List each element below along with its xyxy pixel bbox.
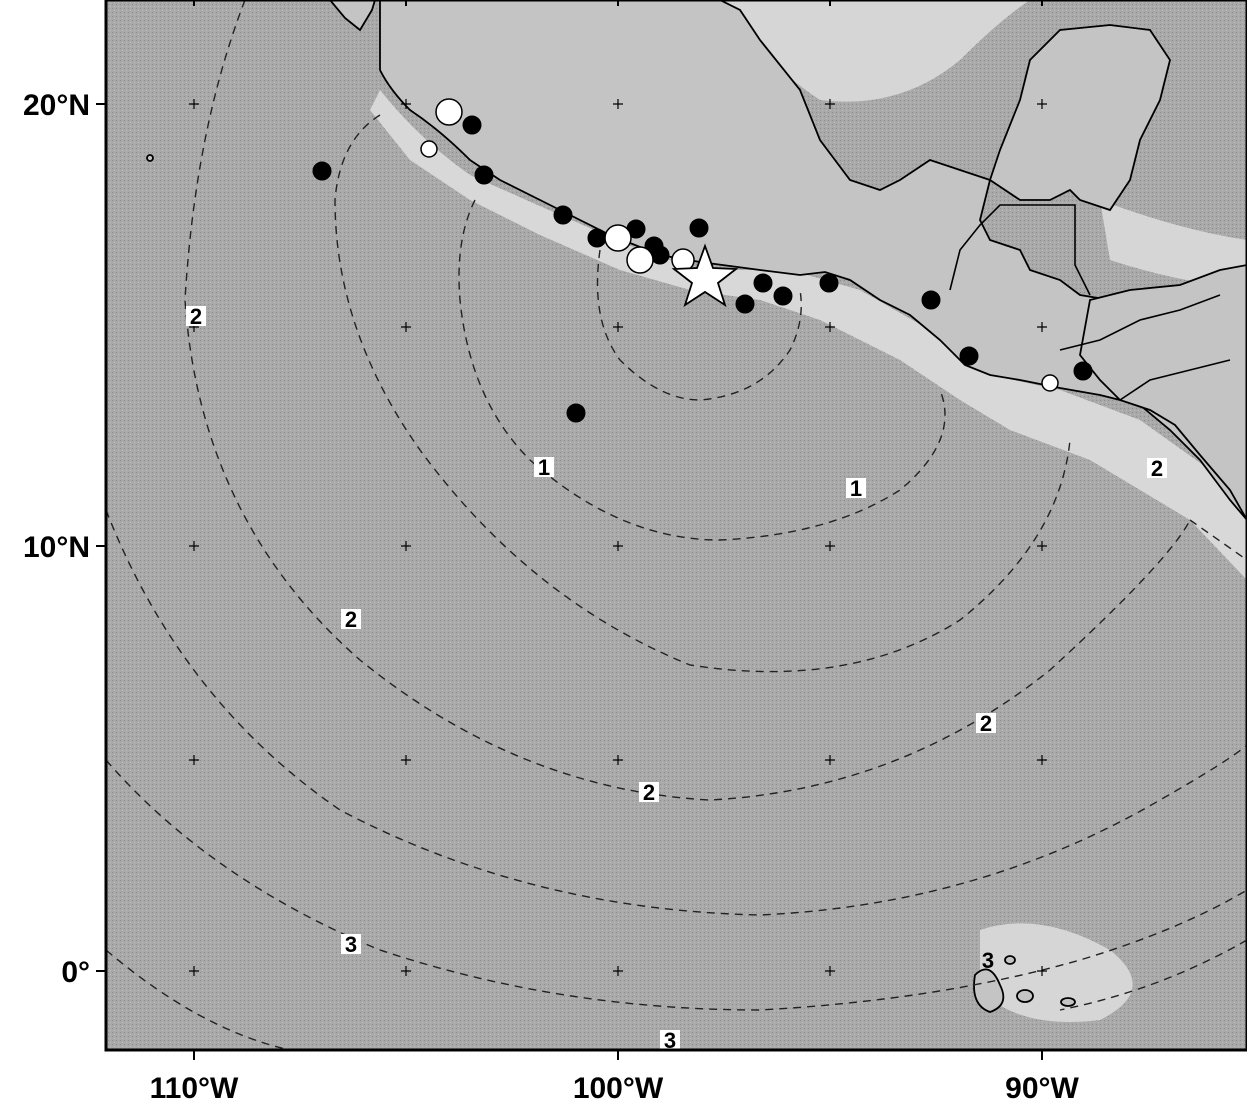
contour-3h-a xyxy=(106,949,291,1050)
contour-2h-tail xyxy=(1189,519,1247,561)
epicenter-star-icon xyxy=(671,243,739,308)
socorro-island xyxy=(146,154,154,162)
baja-tip xyxy=(328,0,376,32)
grid-crosses xyxy=(189,99,1047,976)
lon-label-100w: 100°W xyxy=(573,1072,664,1105)
contour-label-2-bottom: 2 xyxy=(643,780,655,805)
open-station-markers xyxy=(420,98,1059,392)
filled-circle-marker xyxy=(1073,361,1093,381)
contour-label-1-right: 1 xyxy=(850,476,862,501)
open-circle-marker xyxy=(435,98,463,126)
contour-label-2-far-right: 2 xyxy=(1151,456,1163,481)
lat-label-0: 0° xyxy=(61,956,90,989)
filled-circle-marker xyxy=(735,294,755,314)
filled-circle-marker xyxy=(566,403,586,423)
filled-circle-marker xyxy=(553,205,573,225)
contour-3h-b xyxy=(1059,939,1247,1011)
filled-circle-marker xyxy=(650,245,670,265)
filled-circle-marker xyxy=(587,228,607,248)
filled-circle-marker xyxy=(462,115,482,135)
lon-label-110w: 110°W xyxy=(150,1072,239,1105)
galapagos-island-santiago xyxy=(1004,955,1016,965)
contour-labels: 1 1 2 2 2 2 2 3 3 3 xyxy=(186,304,1167,1053)
filled-circle-marker xyxy=(753,273,773,293)
galapagos-island-san-cristobal xyxy=(1060,997,1076,1007)
lat-label-10n: 10°N xyxy=(23,531,90,564)
gulf-shelf xyxy=(720,0,1030,102)
contour-label-3-bottom: 3 xyxy=(664,1028,676,1053)
guatemala-border xyxy=(949,204,1091,296)
axis-ticks xyxy=(96,0,1043,1060)
map-frame xyxy=(104,0,1247,1052)
open-circle-marker xyxy=(1041,374,1059,392)
contour-2h-outer xyxy=(106,509,1247,916)
lat-label-20n: 20°N xyxy=(23,89,90,122)
lon-label-90w: 90°W xyxy=(1005,1072,1079,1105)
filled-station-markers xyxy=(312,115,1093,423)
filled-circle-marker xyxy=(959,346,979,366)
filled-circle-marker xyxy=(689,218,709,238)
contour-label-3-galapagos: 3 xyxy=(982,948,994,973)
contour-label-3-left: 3 xyxy=(345,932,357,957)
contour-label-2-mid-left: 2 xyxy=(345,607,357,632)
yucatan-landmass xyxy=(988,24,1171,212)
filled-circle-marker xyxy=(819,273,839,293)
contour-2h-inner xyxy=(184,0,1191,801)
galapagos-island-isabela xyxy=(973,968,1005,1013)
contour-2.5h xyxy=(106,759,1247,1011)
honduras-border xyxy=(1059,294,1221,351)
contour-label-2-top-left: 2 xyxy=(190,304,202,329)
filled-circle-marker xyxy=(474,165,494,185)
open-circle-marker xyxy=(420,140,438,158)
contour-0.5h xyxy=(596,249,802,401)
nicaragua-border xyxy=(1119,359,1231,401)
filled-circle-marker xyxy=(921,290,941,310)
open-circle-marker xyxy=(626,246,654,274)
contour-label-2-right: 2 xyxy=(980,711,992,736)
contour-1.5h xyxy=(334,114,1071,673)
filled-circle-marker xyxy=(312,161,332,181)
filled-circle-marker xyxy=(773,286,793,306)
contour-label-1-left: 1 xyxy=(538,455,550,480)
galapagos-island-santa-cruz xyxy=(1016,989,1034,1003)
caribbean-shelf xyxy=(1100,200,1247,290)
contour-1h xyxy=(458,199,946,541)
open-circle-marker xyxy=(604,224,632,252)
